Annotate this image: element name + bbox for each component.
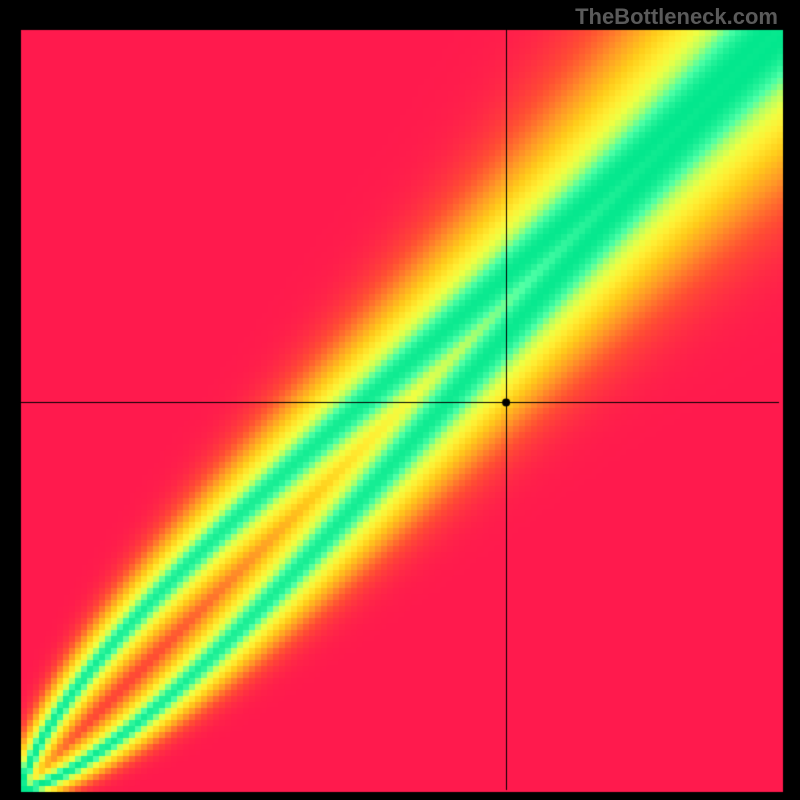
chart-container: TheBottleneck.com [0,0,800,800]
bottleneck-heatmap [0,0,800,800]
watermark-text: TheBottleneck.com [575,4,778,30]
